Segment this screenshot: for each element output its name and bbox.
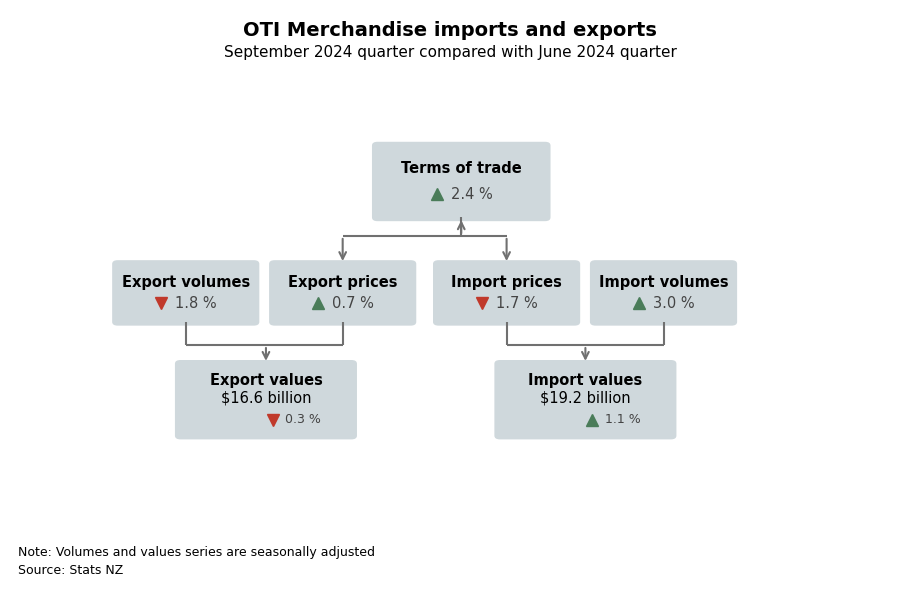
Text: 0.3 %: 0.3 % bbox=[285, 413, 321, 426]
Text: Terms of trade: Terms of trade bbox=[400, 161, 522, 176]
Text: Source: Stats NZ: Source: Stats NZ bbox=[18, 564, 123, 577]
Text: Import prices: Import prices bbox=[451, 275, 562, 290]
Text: 1.1 %: 1.1 % bbox=[605, 413, 641, 426]
FancyBboxPatch shape bbox=[590, 260, 737, 326]
Text: 3.0 %: 3.0 % bbox=[653, 296, 695, 311]
Text: 1.7 %: 1.7 % bbox=[496, 296, 538, 311]
Text: $16.6 billion: $16.6 billion bbox=[220, 391, 311, 406]
Text: Export values: Export values bbox=[210, 373, 322, 388]
Text: September 2024 quarter compared with June 2024 quarter: September 2024 quarter compared with Jun… bbox=[223, 45, 677, 60]
FancyBboxPatch shape bbox=[433, 260, 580, 326]
Text: OTI Merchandise imports and exports: OTI Merchandise imports and exports bbox=[243, 21, 657, 40]
FancyBboxPatch shape bbox=[494, 360, 677, 440]
FancyBboxPatch shape bbox=[112, 260, 259, 326]
FancyBboxPatch shape bbox=[175, 360, 357, 440]
Text: Note: Volumes and values series are seasonally adjusted: Note: Volumes and values series are seas… bbox=[18, 546, 375, 559]
Text: 2.4 %: 2.4 % bbox=[451, 187, 492, 202]
FancyBboxPatch shape bbox=[269, 260, 417, 326]
Text: 1.8 %: 1.8 % bbox=[176, 296, 217, 311]
Text: Export prices: Export prices bbox=[288, 275, 398, 290]
Text: Import values: Import values bbox=[528, 373, 643, 388]
Text: $19.2 billion: $19.2 billion bbox=[540, 391, 631, 406]
Text: 0.7 %: 0.7 % bbox=[332, 296, 374, 311]
FancyBboxPatch shape bbox=[372, 142, 551, 221]
Text: Import volumes: Import volumes bbox=[598, 275, 728, 290]
Text: Export volumes: Export volumes bbox=[122, 275, 250, 290]
